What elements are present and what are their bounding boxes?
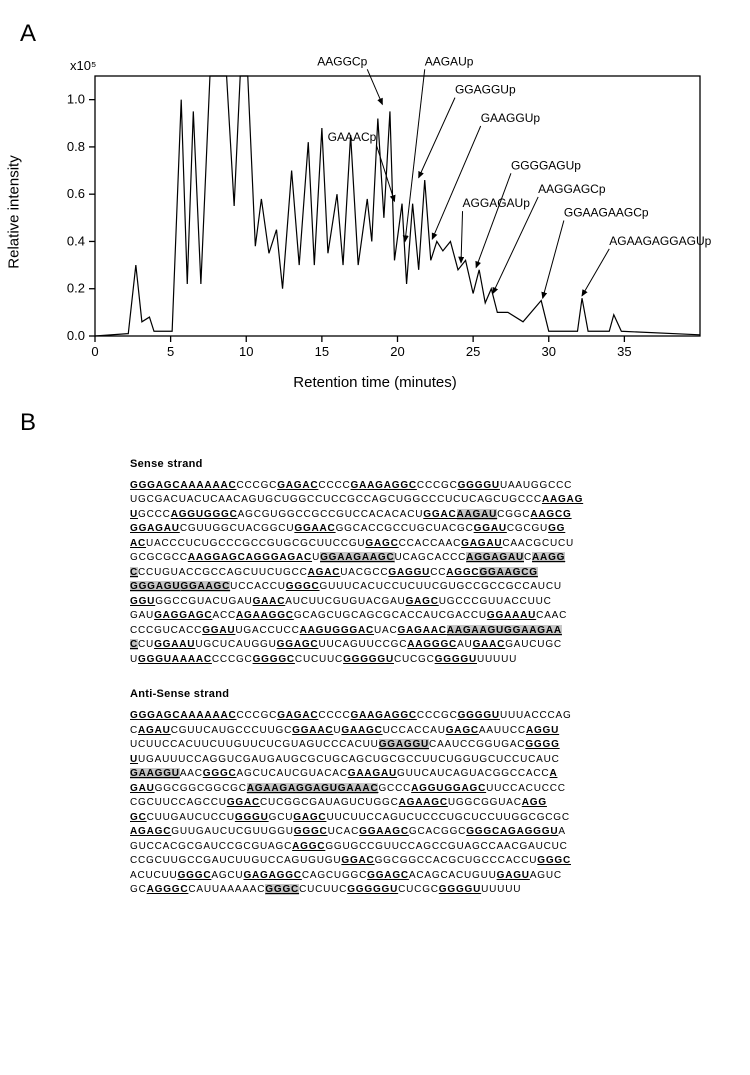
sequence-line: CCGCUUGCCGAUCUUGUCCAGUGUGUGGACGGCGGCCACG… [130, 854, 730, 869]
sequence-block: Sense strand GGGAGCAAAAAACCCCGCGAGACCCCC… [130, 457, 730, 898]
svg-text:GAAGGUp: GAAGGUp [481, 111, 541, 125]
svg-text:1.0: 1.0 [67, 92, 85, 107]
sequence-line: ACUACCCUCUGCCCGCCGUGCGCUUCCGUGAGCCCACCAA… [130, 537, 730, 552]
sequence-line: GGAGAUCGUUGGCUACGGCUGGAACGGCACCGCCUGCUAC… [130, 522, 730, 537]
sense-title: Sense strand [130, 457, 730, 473]
sequence-line: AGAGCGUUGAUCUCGUUGGUGGGCUCACGGAAGCGCACGG… [130, 825, 730, 840]
svg-text:AAGGCp: AAGGCp [317, 54, 367, 68]
sequence-line: UCUUCCACUUCUUGUUCUCGUAGUCCCACUUGGAGGUCAA… [130, 738, 730, 753]
svg-text:AAGGAGCp: AAGGAGCp [538, 182, 606, 196]
svg-text:GGAGGUp: GGAGGUp [455, 83, 516, 97]
svg-text:15: 15 [315, 344, 329, 359]
sequence-line: GAUGGCGGCGGCGCAGAAGAGGAGUGAAACGCCCAGGUGG… [130, 782, 730, 797]
svg-text:10: 10 [239, 344, 253, 359]
svg-text:0.8: 0.8 [67, 139, 85, 154]
svg-text:35: 35 [617, 344, 631, 359]
svg-text:AGGAGAUp: AGGAGAUp [463, 196, 531, 210]
sequence-line: GGUGGCCGUACUGAUGAACAUCUUCGUGUACGAUGAGCUG… [130, 595, 730, 610]
sequence-line: CAGAUCGUUCAUGCCCUUGCGGAACUGAAGCUCCACCAUG… [130, 724, 730, 739]
svg-text:0.0: 0.0 [67, 328, 85, 343]
y-axis-label: Relative intensity [6, 155, 23, 268]
svg-text:0.2: 0.2 [67, 281, 85, 296]
sequence-line: GCGCGCCAAGGAGCAGGGAGACUGGAAGAAGCUCAGCACC… [130, 551, 730, 566]
sense-sequence: GGGAGCAAAAAACCCCGCGAGACCCCCGAAGAGGCCCCGC… [130, 479, 730, 668]
svg-text:0: 0 [91, 344, 98, 359]
sequence-line: UGCCCAGGUGGGCAGCGUGGCCGCCGUCCACACACUGGAC… [130, 508, 730, 523]
sequence-line: GGGAGCAAAAAACCCCGCGAGACCCCCGAAGAGGCCCCGC… [130, 479, 730, 494]
sequence-line: UGCGACUACUCAACAGUGCUGGCCUCCGCCAGCUGGCCCU… [130, 493, 730, 508]
antisense-sequence: GGGAGCAAAAAACCCCGCGAGACCCCCGAAGAGGCCCCGC… [130, 709, 730, 898]
y-exponent: x10⁵ [70, 58, 96, 73]
svg-text:GGGGAGUp: GGGGAGUp [511, 158, 581, 172]
sequence-line: CCUGGAAUUGCUCAUGGUGGAGCUUCAGUUCCGCAAGGGC… [130, 638, 730, 653]
svg-text:AAGAUp: AAGAUp [425, 54, 474, 68]
svg-text:30: 30 [542, 344, 556, 359]
svg-text:20: 20 [390, 344, 404, 359]
x-axis-label: Retention time (minutes) [30, 374, 720, 391]
svg-text:0.6: 0.6 [67, 186, 85, 201]
sequence-line: GCAGGGCCAUUAAAAACGGGCCUCUUCGGGGGUCUCGCGG… [130, 883, 730, 898]
sequence-line: GAAGGUAACGGGCAGCUCAUCGUACACGAAGAUGUUCAUC… [130, 767, 730, 782]
chromatogram-panel: x10⁵ Relative intensity 051015202530350.… [30, 52, 720, 372]
sequence-line: CCCUGUACCGCCAGCUUCUGCCAGACUACGCCGAGGUCCA… [130, 566, 730, 581]
sequence-line: UUGAUUUCCAGGUCGAUGAUGCGCUGCAGCUGCGCCUUCU… [130, 753, 730, 768]
svg-text:GAAACp: GAAACp [328, 130, 377, 144]
sequence-line: CCCGUCACCGGAUUGACCUCCAAGUGGGACUACGAGAACA… [130, 624, 730, 639]
svg-text:GGAAGAAGCp: GGAAGAAGCp [564, 206, 649, 220]
panel-a-label: A [20, 20, 730, 48]
svg-text:AGAAGAGGAGUp: AGAAGAGGAGUp [609, 234, 711, 248]
sequence-line: UGGGUAAAACCCCGCGGGGCCUCUUCGGGGGUCUCGCGGG… [130, 653, 730, 668]
svg-text:25: 25 [466, 344, 480, 359]
antisense-title: Anti-Sense strand [130, 687, 730, 703]
sequence-line: GGGAGCAAAAAACCCCGCGAGACCCCCGAAGAGGCCCCGC… [130, 709, 730, 724]
sequence-line: CGCUUCCAGCCUGGACCUCGGCGAUAGUCUGGCAGAAGCU… [130, 796, 730, 811]
sequence-line: GCCUUGAUCUCCUGGGUGCUGAGCUUCUUCCAGUCUCCCU… [130, 811, 730, 826]
sequence-line: GGGAGUGGAAGCUCCACCUGGGCGUUUCACUCCUCUUCGU… [130, 580, 730, 595]
sequence-line: GAUGAGGAGCACCAGAAGGCGCAGCUGCAGCGCACCAUCG… [130, 609, 730, 624]
chromatogram-svg: 0 5 10 15 20 25 30 35 0.0 0.2 0.4 0.6 0.8 1.0 AAGGCp GA… [30, 52, 720, 372]
sequence-line: GUCCACGCGAUCCGCGUAGCAGGCGGUGCCGUUCCAGCCG… [130, 840, 730, 855]
svg-text:0.4: 0.4 [67, 233, 85, 248]
sequence-line: ACUCUUGGGCAGCUGAGAGGCCAGCUGGCGGAGCACAGCA… [130, 869, 730, 884]
panel-b-label: B [20, 409, 730, 437]
svg-text:5: 5 [167, 344, 174, 359]
